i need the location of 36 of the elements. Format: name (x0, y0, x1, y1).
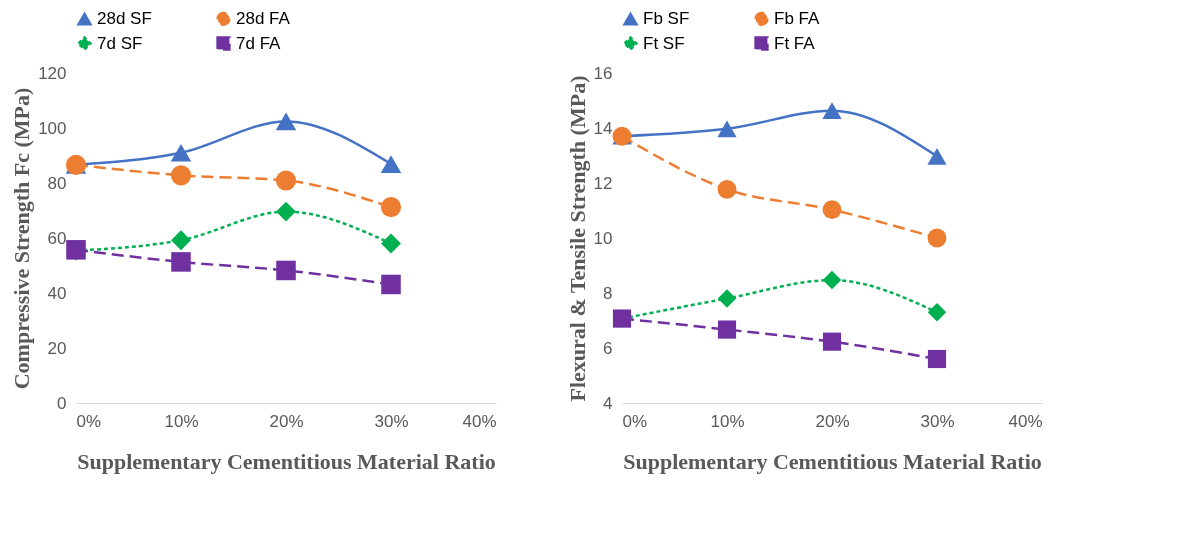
legend-label: 7d SF (97, 33, 143, 53)
x-tick-label: 0% (76, 411, 102, 431)
y-tick-label: 14 (593, 118, 613, 138)
y-tick-label: 16 (593, 63, 613, 83)
y-tick-label: 10 (593, 228, 613, 248)
x-tick-label: 20% (269, 411, 304, 431)
y-tick-label: 6 (603, 338, 613, 358)
y-tick-label: 40 (47, 283, 67, 303)
legend-label: Ft SF (643, 33, 685, 53)
legend-label: 28d SF (97, 9, 152, 29)
x-tick-label: 30% (374, 411, 409, 431)
y-axis-title: Compressive Strength Fc (MPa) (9, 87, 35, 390)
y-tick-label: 120 (38, 63, 67, 83)
y-tick-label: 4 (603, 393, 613, 413)
y-axis-title: Flexural & Tensile Strength (MPa) (564, 75, 590, 402)
y-tick-label: 20 (47, 338, 67, 358)
y-tick-label: 8 (603, 283, 613, 303)
x-tick-label: 20% (815, 411, 850, 431)
y-tick-label: 60 (47, 228, 67, 248)
x-tick-label: 40% (1008, 411, 1043, 431)
y-tick-label: 0 (57, 393, 67, 413)
x-tick-label: 40% (462, 411, 497, 431)
y-tick-label: 100 (38, 118, 67, 138)
legend-label: 28d FA (236, 8, 291, 28)
x-tick-label: 10% (710, 411, 745, 431)
legend-label: Ft FA (774, 33, 816, 53)
legend-label: 7d FA (236, 33, 282, 53)
y-tick-label: 80 (47, 173, 67, 193)
x-axis-title: Supplementary Cementitious Material Ratio (77, 448, 496, 474)
legend-label: Fb FA (774, 8, 821, 28)
legend-label: Fb SF (643, 9, 690, 29)
x-tick-label: 10% (164, 411, 199, 431)
x-axis-title: Supplementary Cementitious Material Ratio (623, 448, 1042, 474)
y-tick-label: 12 (593, 173, 613, 193)
x-tick-label: 0% (622, 411, 648, 431)
x-tick-label: 30% (920, 411, 955, 431)
